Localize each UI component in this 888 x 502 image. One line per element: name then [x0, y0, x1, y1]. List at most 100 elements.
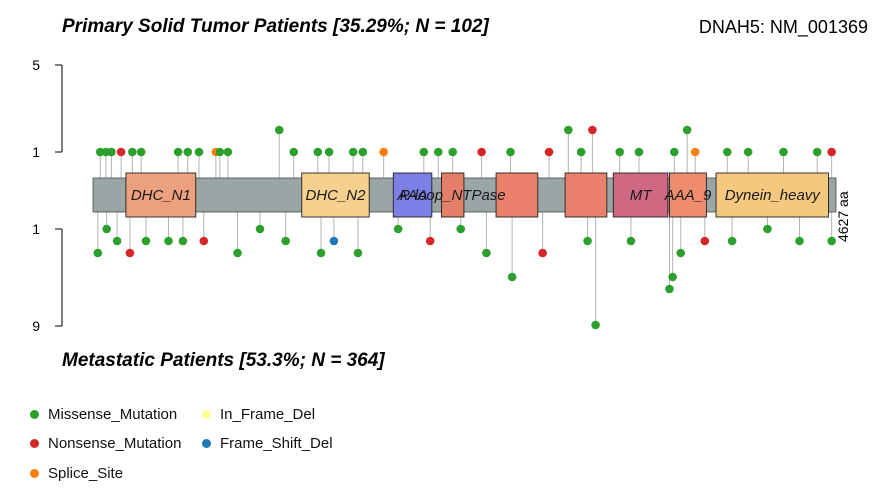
missense-dot-icon — [30, 410, 39, 419]
legend-item-missense: Missense_Mutation — [30, 406, 177, 423]
legend-item-inframe-del: In_Frame_Del — [202, 406, 315, 423]
domain-label: DHC_N1 — [131, 187, 191, 204]
mutation-dot — [324, 147, 334, 157]
mutation-dot — [591, 320, 600, 330]
nonsense-dot-icon — [30, 439, 39, 448]
mutation-dot — [722, 147, 732, 157]
metastatic-title: Metastatic Patients [53.3%; N = 364] — [62, 350, 385, 371]
mutation-dot — [626, 236, 636, 246]
mutation-dot — [456, 224, 466, 234]
legend-label: Missense_Mutation — [48, 406, 178, 423]
mutation-dot — [795, 236, 804, 246]
domain-label: AAA_9 — [664, 187, 712, 204]
mutation-dot — [576, 147, 586, 157]
y-tick-label: 5 — [32, 57, 40, 73]
splice-dot-icon — [30, 469, 39, 478]
mutation-dot — [419, 147, 429, 157]
mutation-dot — [223, 147, 233, 157]
protein-domain — [564, 172, 608, 218]
legend-item-splice: Splice_Site — [30, 465, 123, 482]
mutation-dot — [358, 147, 368, 157]
mutation-dot — [173, 147, 183, 157]
mutation-dot — [93, 248, 103, 258]
mutation-dot — [194, 147, 204, 157]
mutation-dot — [178, 236, 188, 246]
protein-domain — [612, 172, 669, 218]
y-tick-label: 9 — [32, 318, 40, 334]
mutation-dot — [827, 236, 836, 246]
mutation-dot — [107, 147, 116, 157]
frameshift-del-dot-icon — [202, 439, 211, 448]
mutation-dot — [700, 236, 710, 246]
mutation-dot — [588, 125, 597, 135]
legend-label: Frame_Shift_Del — [220, 435, 333, 452]
mutation-dot — [615, 147, 624, 157]
mutation-dot — [507, 272, 517, 282]
mutation-dot — [281, 236, 290, 246]
mutation-dot — [116, 147, 126, 157]
protein-domain — [495, 172, 539, 218]
protein-length-label: 4627 aa — [835, 191, 851, 242]
protein-domain — [669, 172, 707, 218]
mutation-dot — [669, 147, 679, 157]
mutation-dots — [93, 125, 836, 330]
protein-domain — [125, 172, 197, 218]
mutation-dot — [544, 147, 554, 157]
mutation-dot — [812, 147, 822, 157]
mutation-dot — [743, 147, 753, 157]
mutation-dot — [141, 236, 151, 246]
mutation-dot — [448, 147, 457, 157]
mutation-dot — [634, 147, 644, 157]
mutation-dot — [763, 224, 772, 234]
domain-label: Dynein_heavy — [725, 187, 822, 204]
mutation-dot — [102, 224, 111, 234]
inframe-del-dot-icon — [202, 410, 211, 419]
protein-domain — [715, 172, 829, 218]
gene-label: DNAH5: NM_001369 — [698, 17, 868, 37]
mutation-dot — [313, 147, 323, 157]
legend: Missense_Mutation In_Frame_Del Nonsense_… — [30, 402, 390, 492]
mutation-dot — [433, 147, 443, 157]
protein-track — [92, 172, 837, 218]
domain-label: DHC_N2 — [305, 187, 366, 204]
protein-domain — [441, 172, 465, 218]
y-tick-label: 1 — [32, 144, 40, 160]
legend-item-nonsense: Nonsense_Mutation — [30, 435, 181, 452]
mutation-dot — [668, 272, 677, 282]
mutation-dot — [348, 147, 358, 157]
mutation-dot — [506, 147, 515, 157]
mutation-dot — [477, 147, 486, 157]
mutation-dot — [393, 224, 403, 234]
mutation-dot — [379, 147, 388, 157]
mutation-dot — [665, 284, 674, 294]
mutation-dot — [827, 147, 836, 157]
protein-domain — [301, 172, 370, 218]
mutation-dot — [215, 147, 225, 157]
domain-label: AAA — [397, 187, 428, 204]
legend-label: Nonsense_Mutation — [48, 435, 182, 452]
mutation-dot — [125, 248, 135, 258]
mutation-dot — [538, 248, 547, 258]
protein-domain — [392, 172, 433, 218]
mutation-dot — [353, 248, 363, 258]
legend-item-frameshift-del: Frame_Shift_Del — [202, 435, 333, 452]
mutation-dot — [183, 147, 193, 157]
mutation-dot — [329, 236, 339, 246]
mutation-dot — [482, 248, 491, 258]
mutation-dot — [289, 147, 299, 157]
mutation-dot — [274, 125, 284, 135]
mutation-dot — [690, 147, 700, 157]
mutation-dot — [316, 248, 326, 258]
y-axis: 5 1 1 9 — [32, 57, 63, 334]
mutation-dot — [676, 248, 686, 258]
mutation-dot — [583, 236, 592, 246]
mutation-dot — [233, 248, 242, 258]
legend-label: Splice_Site — [48, 465, 124, 482]
mutation-dot — [136, 147, 146, 157]
mutation-dot — [779, 147, 788, 157]
domain-label: P-loop_NTPase — [400, 187, 506, 204]
mutation-dot — [564, 125, 573, 135]
legend-label: In_Frame_Del — [220, 406, 316, 423]
mutation-dot — [112, 236, 122, 246]
